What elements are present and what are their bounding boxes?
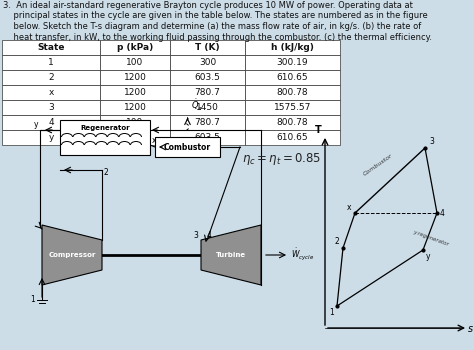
Text: 1200: 1200 — [124, 73, 146, 82]
Text: $\dot{Q}_a$: $\dot{Q}_a$ — [191, 98, 203, 113]
Text: 800.78: 800.78 — [277, 88, 308, 97]
Text: 1575.57: 1575.57 — [274, 103, 311, 112]
Text: principal states in the cycle are given in the table below. The states are numbe: principal states in the cycle are given … — [3, 12, 428, 21]
Text: State: State — [37, 43, 65, 52]
Bar — [245, 40, 340, 55]
Text: 2: 2 — [104, 168, 109, 177]
Text: 1200: 1200 — [124, 88, 146, 97]
Text: 780.7: 780.7 — [194, 118, 220, 127]
Text: 100: 100 — [127, 133, 144, 142]
Text: 1200: 1200 — [124, 103, 146, 112]
Bar — [170, 115, 245, 130]
Text: x: x — [152, 136, 156, 145]
Text: 2: 2 — [335, 237, 339, 246]
Bar — [170, 70, 245, 85]
Text: below. Sketch the T-s diagram and determine (a) the mass flow rate of air, in kg: below. Sketch the T-s diagram and determ… — [3, 22, 421, 31]
Text: 3: 3 — [193, 231, 198, 240]
Bar — [2, 115, 100, 130]
Bar — [100, 55, 170, 70]
Text: Turbine: Turbine — [216, 252, 246, 258]
Polygon shape — [42, 225, 102, 285]
Text: 1450: 1450 — [196, 103, 219, 112]
Bar — [2, 55, 100, 70]
Bar — [245, 55, 340, 70]
Bar — [245, 100, 340, 115]
Bar — [245, 70, 340, 85]
Text: s: s — [467, 324, 473, 334]
Bar — [100, 130, 170, 145]
Bar — [170, 100, 245, 115]
Bar — [2, 85, 100, 100]
Text: T (K): T (K) — [195, 43, 220, 52]
Bar — [100, 85, 170, 100]
Text: 1: 1 — [48, 58, 54, 67]
Text: Combustor: Combustor — [362, 153, 393, 176]
Text: 800.78: 800.78 — [277, 118, 308, 127]
Bar — [170, 130, 245, 145]
Text: h (kJ/kg): h (kJ/kg) — [271, 43, 314, 52]
Text: $\eta_c = \eta_t = 0.85$: $\eta_c = \eta_t = 0.85$ — [242, 151, 321, 167]
Bar — [245, 115, 340, 130]
Text: 1: 1 — [329, 308, 334, 317]
Text: 300.19: 300.19 — [277, 58, 308, 67]
Bar — [100, 70, 170, 85]
Bar — [100, 115, 170, 130]
Text: 100: 100 — [127, 58, 144, 67]
Text: 603.5: 603.5 — [194, 73, 220, 82]
Text: $\dot{W}_{cycle}$: $\dot{W}_{cycle}$ — [291, 246, 314, 262]
Text: 603.5: 603.5 — [194, 133, 220, 142]
Bar — [245, 130, 340, 145]
Text: 4: 4 — [48, 118, 54, 127]
Text: 780.7: 780.7 — [194, 88, 220, 97]
Polygon shape — [201, 225, 261, 285]
Bar — [2, 100, 100, 115]
Bar — [100, 40, 170, 55]
Text: 610.65: 610.65 — [277, 73, 308, 82]
Bar — [2, 130, 100, 145]
Text: 300: 300 — [199, 58, 216, 67]
Bar — [170, 55, 245, 70]
Text: x: x — [48, 88, 54, 97]
Text: 1: 1 — [30, 294, 35, 303]
Text: 3.  An ideal air-standard regenerative Brayton cycle produces 10 MW of power. Op: 3. An ideal air-standard regenerative Br… — [3, 1, 413, 10]
Text: Regenerator: Regenerator — [80, 125, 130, 131]
Bar — [245, 85, 340, 100]
Text: 4: 4 — [207, 231, 212, 240]
Text: y: y — [426, 252, 430, 261]
Bar — [100, 100, 170, 115]
Text: Compressor: Compressor — [48, 252, 96, 258]
Text: Combustor: Combustor — [164, 142, 211, 152]
Bar — [2, 40, 100, 55]
Text: 3: 3 — [48, 103, 54, 112]
Text: 100: 100 — [127, 118, 144, 127]
Bar — [2, 70, 100, 85]
Text: y: y — [48, 133, 54, 142]
Text: 4: 4 — [440, 209, 445, 217]
Text: 3: 3 — [429, 137, 434, 146]
Text: y regenerator: y regenerator — [412, 229, 449, 246]
Text: heat transfer, in kW, to the working fluid passing through the combustor. (c) th: heat transfer, in kW, to the working flu… — [3, 33, 432, 42]
Text: 610.65: 610.65 — [277, 133, 308, 142]
Text: p (kPa): p (kPa) — [117, 43, 153, 52]
Text: y: y — [34, 120, 38, 129]
Text: x: x — [347, 203, 351, 212]
Bar — [60, 120, 150, 155]
Text: 2: 2 — [48, 73, 54, 82]
Bar — [170, 85, 245, 100]
Text: T: T — [315, 125, 321, 135]
Bar — [170, 40, 245, 55]
Bar — [155, 137, 220, 157]
